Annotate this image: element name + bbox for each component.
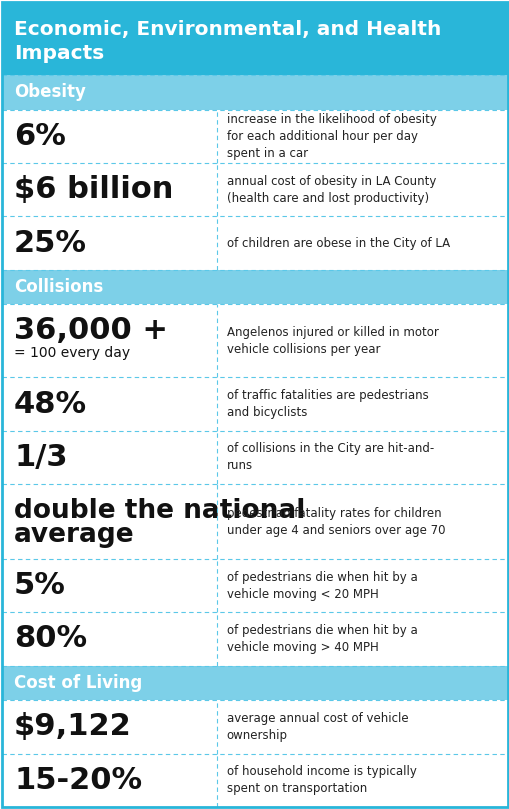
Text: = 100 every day: = 100 every day xyxy=(14,345,130,359)
Bar xyxy=(2,269,507,304)
Text: Collisions: Collisions xyxy=(14,278,103,296)
Text: 36,000 +: 36,000 + xyxy=(14,316,167,345)
Text: pedestrian fatality rates for children
under age 4 and seniors over age 70: pedestrian fatality rates for children u… xyxy=(227,506,444,536)
Bar xyxy=(2,216,507,269)
Bar xyxy=(2,430,507,484)
Text: 15-20%: 15-20% xyxy=(14,766,142,794)
Bar xyxy=(2,110,507,163)
Text: double the national: double the national xyxy=(14,498,305,524)
Text: of collisions in the City are hit-and-
runs: of collisions in the City are hit-and- r… xyxy=(227,443,433,472)
Text: 48%: 48% xyxy=(14,389,87,418)
Bar xyxy=(2,163,507,216)
Text: 25%: 25% xyxy=(14,228,87,257)
Bar xyxy=(2,754,507,807)
Text: annual cost of obesity in LA County
(health care and lost productivity): annual cost of obesity in LA County (hea… xyxy=(227,175,435,205)
Bar xyxy=(2,377,507,430)
Bar xyxy=(2,612,507,666)
Text: 80%: 80% xyxy=(14,625,87,654)
Text: increase in the likelihood of obesity
for each additional hour per day
spent in : increase in the likelihood of obesity fo… xyxy=(227,112,436,160)
Bar xyxy=(2,2,507,75)
Text: Cost of Living: Cost of Living xyxy=(14,674,142,692)
Text: Economic, Environmental, and Health: Economic, Environmental, and Health xyxy=(14,20,440,40)
Bar xyxy=(2,701,507,754)
Text: of pedestrians die when hit by a
vehicle moving > 40 MPH: of pedestrians die when hit by a vehicle… xyxy=(227,624,417,654)
Text: $9,122: $9,122 xyxy=(14,713,131,742)
Text: Angelenos injured or killed in motor
vehicle collisions per year: Angelenos injured or killed in motor veh… xyxy=(227,326,438,356)
Bar xyxy=(2,484,507,559)
Text: of traffic fatalities are pedestrians
and bicyclists: of traffic fatalities are pedestrians an… xyxy=(227,389,428,419)
Text: 1/3: 1/3 xyxy=(14,443,67,472)
Text: 6%: 6% xyxy=(14,122,66,150)
Text: $6 billion: $6 billion xyxy=(14,176,173,204)
Text: Impacts: Impacts xyxy=(14,44,104,62)
Text: 5%: 5% xyxy=(14,571,66,600)
Text: average annual cost of vehicle
ownership: average annual cost of vehicle ownership xyxy=(227,712,408,742)
Bar xyxy=(2,304,507,377)
Text: average: average xyxy=(14,522,134,548)
Bar xyxy=(2,559,507,612)
Text: of household income is typically
spent on transportation: of household income is typically spent o… xyxy=(227,765,416,795)
Bar xyxy=(2,75,507,110)
Text: Obesity: Obesity xyxy=(14,83,86,101)
Bar xyxy=(2,666,507,701)
Text: of children are obese in the City of LA: of children are obese in the City of LA xyxy=(227,236,449,249)
Text: of pedestrians die when hit by a
vehicle moving < 20 MPH: of pedestrians die when hit by a vehicle… xyxy=(227,570,417,600)
